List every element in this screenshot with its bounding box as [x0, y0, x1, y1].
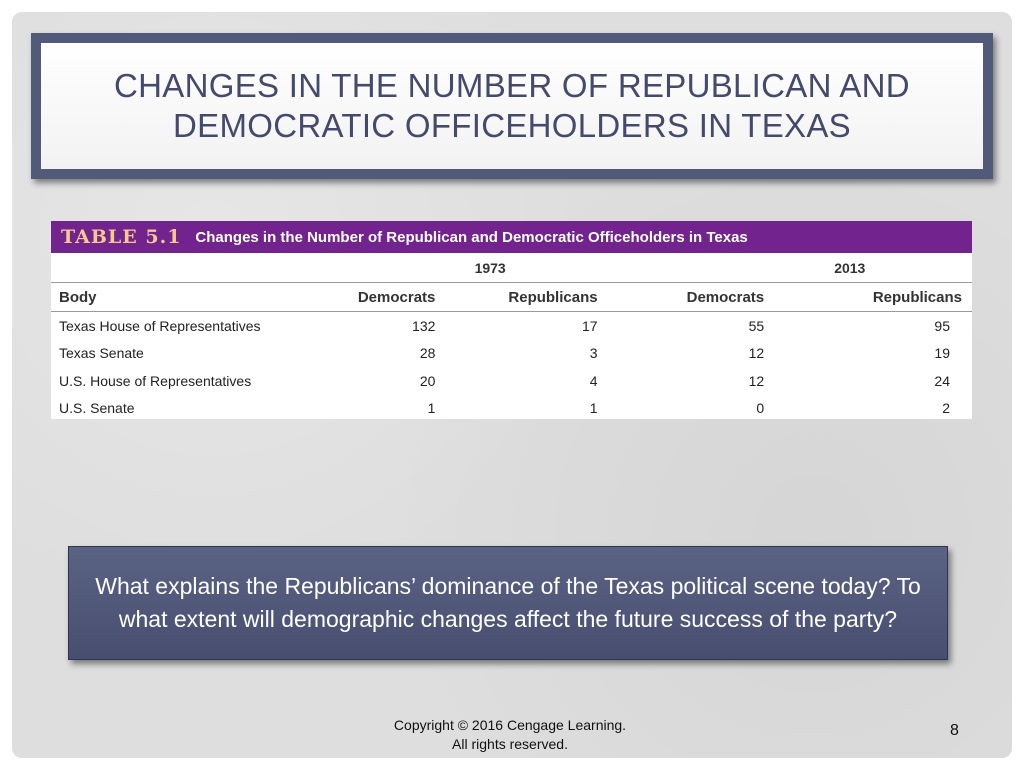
row-body-name: Texas House of Representatives: [59, 317, 261, 334]
copyright-line: Copyright © 2016 Cengage Learning.: [393, 717, 627, 733]
page-number: 8: [950, 722, 959, 739]
year-header-row: 1973 2013: [51, 253, 972, 283]
year-2013-header: 2013: [597, 253, 972, 283]
cell-republicans-1973: 1: [589, 400, 598, 417]
column-header-republicans-2013: Republicans: [764, 282, 972, 312]
cell-democrats-2013: 0: [756, 400, 765, 417]
column-header-republicans-1973: Republicans: [435, 282, 598, 312]
table-label: TABLE 5.1: [61, 226, 182, 248]
cell-republicans-2013: 19: [934, 345, 950, 362]
row-body-name: Texas Senate: [59, 345, 144, 362]
table-image: TABLE 5.1 Changes in the Number of Repub…: [51, 221, 972, 419]
cell-democrats-1973: 20: [419, 372, 436, 389]
column-header-row: Body Democrats Republicans Democrats Rep…: [51, 282, 972, 312]
column-header-body: Body: [51, 282, 323, 312]
table-title-bar: TABLE 5.1 Changes in the Number of Repub…: [51, 221, 972, 253]
cell-democrats-2013: 55: [748, 317, 765, 334]
discussion-question-box: What explains the Republicans’ dominance…: [68, 546, 948, 660]
cell-republicans-1973: 4: [589, 372, 598, 389]
officeholders-table: 1973 2013 Body Democrats Republicans Dem…: [51, 253, 972, 422]
table-row: Texas Senate 28 3 12 19: [51, 340, 972, 368]
cell-democrats-1973: 28: [419, 345, 436, 362]
cell-republicans-1973: 3: [589, 345, 598, 362]
row-body-name: U.S. Senate: [59, 400, 135, 417]
cell-republicans-2013: 2: [942, 400, 950, 417]
cell-democrats-1973: 132: [412, 317, 436, 334]
column-header-democrats-2013: Democrats: [597, 282, 765, 312]
copyright-footer: Copyright © 2016 Cengage Learning. All r…: [360, 716, 660, 754]
table-row: Texas House of Representatives 132 17 55…: [51, 312, 972, 340]
year-1973-header: 1973: [322, 253, 598, 283]
year-header-spacer: [51, 253, 323, 283]
row-body-name: U.S. House of Representatives: [59, 372, 252, 389]
cell-republicans-2013: 24: [934, 372, 950, 389]
title-panel: Changes in the Number of Republican and …: [41, 43, 983, 169]
title-frame: Changes in the Number of Republican and …: [31, 33, 993, 179]
discussion-question: What explains the Republicans’ dominance…: [95, 573, 921, 632]
cell-democrats-1973: 1: [427, 400, 436, 417]
rights-line: All rights reserved.: [452, 736, 568, 752]
column-header-democrats-1973: Democrats: [322, 282, 436, 312]
table-row: U.S. House of Representatives 20 4 12 24: [51, 367, 972, 395]
cell-democrats-2013: 12: [748, 345, 765, 362]
cell-republicans-2013: 95: [934, 317, 950, 334]
table-row: U.S. Senate 1 1 0 2: [51, 395, 972, 423]
slide-title: Changes in the Number of Republican and …: [114, 67, 910, 144]
cell-republicans-1973: 17: [582, 317, 598, 334]
table-caption: Changes in the Number of Republican and …: [195, 228, 748, 246]
cell-democrats-2013: 12: [748, 372, 765, 389]
